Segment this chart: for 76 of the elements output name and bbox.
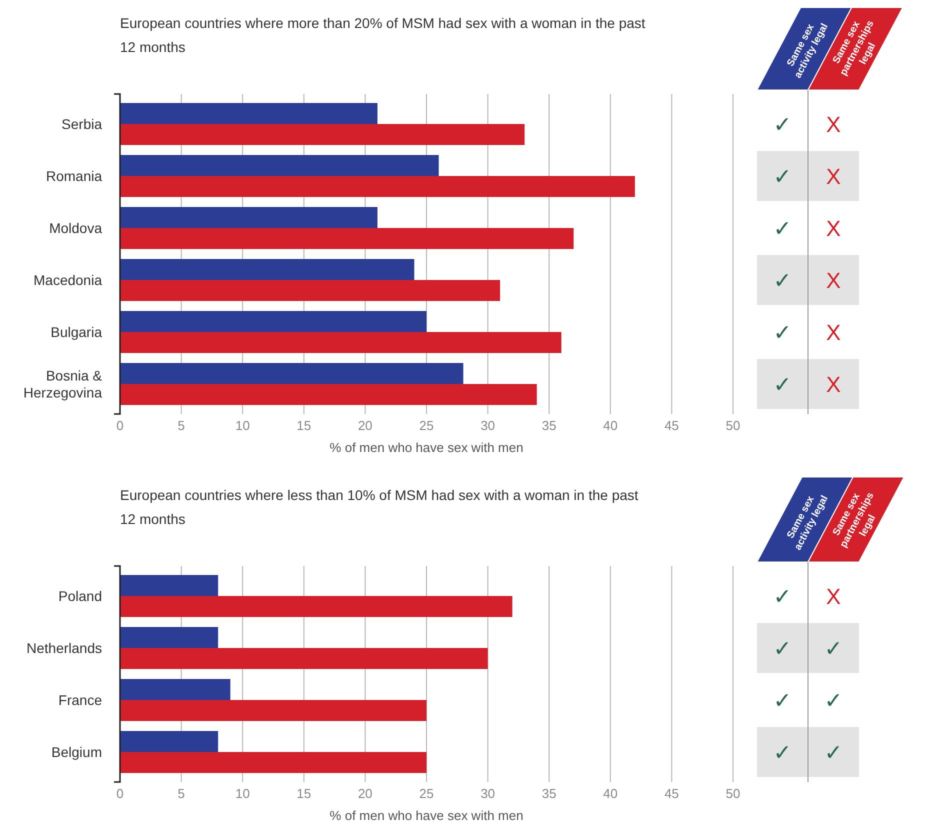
bar xyxy=(120,363,464,384)
x-tick-label: 30 xyxy=(480,786,496,801)
text: ✓ xyxy=(773,372,792,397)
text: ✓ xyxy=(773,164,792,189)
x-tick-label: 20 xyxy=(358,786,372,801)
bar xyxy=(120,332,562,353)
bar xyxy=(120,648,488,669)
x-tick-label: 5 xyxy=(178,786,185,801)
y-tick-label: Macedonia xyxy=(34,272,102,288)
bar xyxy=(120,627,218,648)
x-tick-label: 45 xyxy=(664,786,679,801)
x-tick-label: 30 xyxy=(480,418,496,433)
bar xyxy=(120,176,635,197)
text: X xyxy=(826,584,842,609)
text: X xyxy=(826,320,842,345)
x-tick-label: 0 xyxy=(116,786,124,801)
y-tick-label: Poland xyxy=(58,588,102,604)
text: X xyxy=(826,268,842,293)
x-tick-label: 40 xyxy=(603,418,618,433)
text: ✓ xyxy=(773,112,792,137)
chart-title: European countries where less than 10% of MSM had sex with a woman in the past 12 months xyxy=(120,487,638,527)
text: ✓ xyxy=(773,320,792,345)
x-tick-label: 5 xyxy=(178,418,185,433)
bar xyxy=(120,280,500,301)
y-tick-label: Netherlands xyxy=(26,640,102,656)
x-tick-label: 35 xyxy=(542,786,556,801)
text: ✓ xyxy=(773,584,792,609)
x-tick-label: 35 xyxy=(542,418,556,433)
bar xyxy=(120,700,426,721)
text: X xyxy=(826,372,842,397)
bar xyxy=(120,731,218,752)
y-tick-label: Serbia xyxy=(62,116,102,132)
text: ✓ xyxy=(773,740,792,765)
y-tick-label: Romania xyxy=(46,168,102,184)
x-tick-label: 50 xyxy=(726,418,740,433)
text: ✓ xyxy=(773,216,792,241)
bar xyxy=(120,596,512,617)
bar xyxy=(120,575,218,596)
bar xyxy=(120,311,426,332)
bar xyxy=(120,124,525,145)
chart-title: European countries where more than 20% of MSM had sex with a woman in the past 12 months xyxy=(120,15,646,55)
bar xyxy=(120,155,439,176)
text: ✓ xyxy=(773,268,792,293)
text: X xyxy=(826,164,842,189)
text: X xyxy=(826,112,842,137)
x-tick-label: 10 xyxy=(235,786,250,801)
text: ✓ xyxy=(824,740,843,765)
bar xyxy=(120,752,426,773)
x-tick-label: 0 xyxy=(116,418,124,433)
x-tick-label: 25 xyxy=(419,786,434,801)
x-tick-label: 10 xyxy=(235,418,250,433)
text: ✓ xyxy=(824,688,843,713)
x-tick-label: 15 xyxy=(296,786,312,801)
x-tick-label: 40 xyxy=(603,786,618,801)
y-tick-label: Bosnia & Herzegovina xyxy=(23,368,103,400)
x-axis-title: % of men who have sex with men xyxy=(330,808,524,823)
y-tick-label: Moldova xyxy=(49,220,102,236)
bar xyxy=(120,207,378,228)
bar xyxy=(120,259,414,280)
bar xyxy=(120,103,378,124)
text: ✓ xyxy=(773,688,792,713)
x-axis-title: % of men who have sex with men xyxy=(330,440,524,455)
x-tick-label: 15 xyxy=(296,418,312,433)
x-tick-label: 50 xyxy=(726,786,740,801)
y-tick-label: France xyxy=(58,692,102,708)
x-tick-label: 25 xyxy=(419,418,434,433)
text: ✓ xyxy=(824,636,843,661)
bar xyxy=(120,384,537,405)
text: ✓ xyxy=(773,636,792,661)
x-tick-label: 45 xyxy=(664,418,679,433)
bar xyxy=(120,679,230,700)
bar xyxy=(120,228,574,249)
x-tick-label: 20 xyxy=(358,418,372,433)
y-tick-label: Belgium xyxy=(51,744,102,760)
y-tick-label: Bulgaria xyxy=(50,324,102,340)
text: X xyxy=(826,216,842,241)
